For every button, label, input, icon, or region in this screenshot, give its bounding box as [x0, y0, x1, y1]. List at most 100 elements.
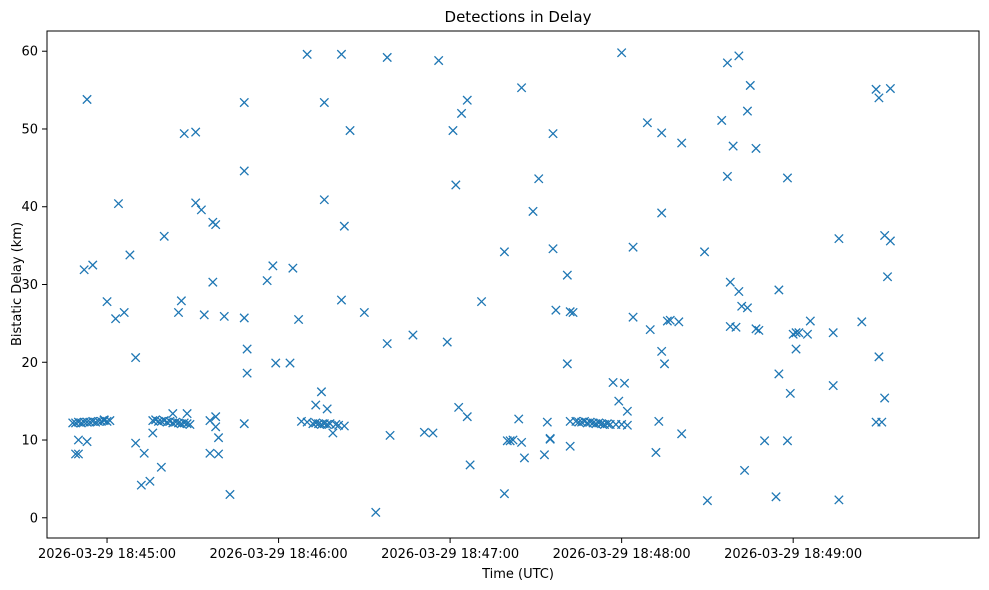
- data-point: [514, 414, 524, 424]
- x-tick-label: 2026-03-29 18:46:00: [210, 547, 348, 562]
- data-point: [285, 358, 295, 368]
- data-point: [774, 285, 784, 295]
- data-point: [339, 421, 349, 431]
- data-point: [451, 180, 461, 190]
- y-tick-label: 20: [21, 356, 38, 371]
- data-point: [336, 49, 347, 59]
- data-point: [382, 52, 392, 63]
- data-point: [874, 93, 884, 103]
- data-point: [130, 438, 141, 448]
- data-point: [242, 344, 252, 354]
- data-point: [885, 83, 896, 94]
- data-point: [239, 419, 249, 429]
- data-point: [791, 344, 801, 354]
- y-tick-label: 50: [21, 122, 38, 137]
- data-point: [828, 328, 838, 338]
- data-point: [722, 58, 733, 68]
- data-point: [211, 412, 221, 422]
- data-point: [751, 143, 761, 154]
- x-tick-label: 2026-03-29 18:48:00: [553, 547, 691, 562]
- data-point: [677, 138, 687, 148]
- data-point: [516, 437, 527, 448]
- data-point: [657, 128, 667, 138]
- data-point: [508, 435, 518, 445]
- data-point: [794, 328, 804, 338]
- data-point: [219, 311, 229, 322]
- data-point: [73, 449, 84, 459]
- data-point: [211, 422, 221, 432]
- data-point: [499, 247, 510, 257]
- data-point: [239, 166, 249, 176]
- data-point: [208, 277, 218, 287]
- x-tick-label: 2026-03-29 18:47:00: [381, 547, 519, 562]
- data-point: [239, 313, 249, 323]
- data-point: [659, 359, 670, 369]
- data-point: [677, 429, 687, 439]
- data-point: [802, 329, 813, 339]
- data-point: [885, 236, 896, 246]
- data-point: [336, 295, 347, 305]
- y-tick-label: 30: [21, 278, 38, 293]
- data-point: [442, 337, 452, 347]
- data-point: [319, 195, 329, 205]
- data-point: [585, 417, 595, 427]
- data-point: [145, 476, 155, 486]
- data-point: [225, 489, 235, 500]
- data-point: [834, 495, 844, 505]
- data-point: [322, 419, 332, 430]
- data-point: [751, 324, 761, 334]
- data-point: [179, 418, 189, 428]
- data-point: [562, 359, 572, 369]
- data-point: [465, 460, 475, 470]
- data-point: [737, 301, 747, 311]
- data-point: [302, 49, 312, 59]
- data-point: [385, 430, 395, 441]
- data-point: [717, 115, 727, 126]
- data-point: [268, 261, 278, 271]
- data-point: [731, 322, 741, 332]
- data-point: [545, 433, 555, 444]
- data-point: [516, 83, 527, 93]
- data-point: [331, 419, 341, 430]
- data-point: [725, 277, 735, 287]
- data-point: [702, 496, 713, 506]
- data-point: [602, 419, 613, 429]
- data-point: [548, 128, 558, 139]
- data-point: [565, 441, 575, 451]
- data-point: [782, 436, 793, 446]
- data-point: [139, 448, 149, 458]
- data-point: [674, 317, 684, 327]
- data-point: [359, 307, 369, 318]
- data-point: [211, 219, 221, 230]
- data-point: [288, 263, 298, 273]
- data-point: [657, 208, 667, 218]
- data-point: [239, 97, 249, 108]
- data-point: [242, 368, 252, 378]
- data-point: [834, 233, 844, 244]
- data-point: [594, 418, 604, 428]
- x-tick-label: 2026-03-29 18:45:00: [38, 547, 176, 562]
- data-point: [642, 118, 653, 128]
- data-point: [82, 436, 92, 447]
- data-point: [311, 400, 321, 410]
- data-point: [136, 480, 147, 490]
- data-point: [562, 270, 572, 280]
- data-point: [499, 489, 510, 499]
- data-point: [759, 436, 770, 446]
- data-point: [628, 312, 638, 322]
- data-point: [742, 303, 753, 313]
- data-point: [551, 305, 561, 315]
- data-point: [882, 272, 893, 282]
- data-point: [156, 462, 167, 472]
- data-point: [82, 94, 92, 105]
- data-point: [628, 242, 638, 252]
- data-point: [651, 447, 661, 458]
- data-point: [874, 352, 884, 362]
- data-point: [654, 416, 664, 427]
- data-point: [734, 51, 744, 61]
- data-point: [182, 408, 192, 419]
- data-point: [213, 433, 224, 443]
- data-point: [788, 329, 798, 339]
- data-point: [191, 127, 201, 137]
